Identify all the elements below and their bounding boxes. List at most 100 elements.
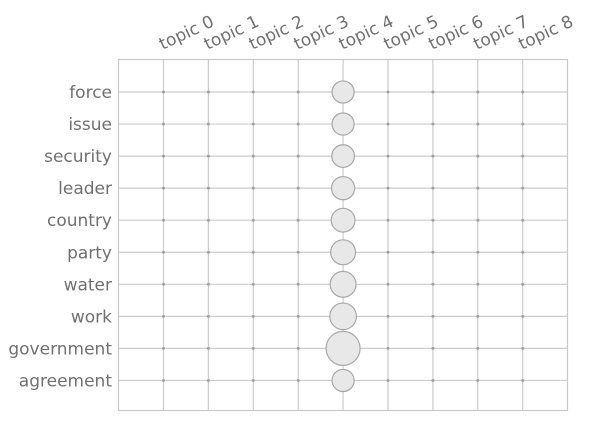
dot-security-1 bbox=[206, 154, 210, 158]
dot-issue-3 bbox=[296, 122, 300, 126]
dot-leader-2 bbox=[251, 186, 255, 190]
bubble-water-4 bbox=[329, 270, 357, 298]
dot-work-0 bbox=[162, 314, 165, 318]
dot-leader-1 bbox=[206, 186, 210, 190]
dot-water-7 bbox=[476, 282, 480, 286]
y-tick-label-6: water bbox=[64, 275, 112, 295]
dot-agreement-3 bbox=[296, 378, 300, 382]
dot-agreement-1 bbox=[206, 378, 210, 382]
dot-issue-1 bbox=[206, 122, 210, 126]
dot-issue-5 bbox=[386, 122, 390, 126]
bubble-work-4 bbox=[329, 302, 357, 331]
dot-government-1 bbox=[206, 346, 210, 350]
y-tick-label-5: party bbox=[67, 243, 112, 263]
dot-leader-0 bbox=[162, 186, 165, 190]
bubble-party-4 bbox=[330, 239, 357, 266]
bubbles bbox=[162, 80, 525, 393]
y-tick-label-8: government bbox=[8, 339, 112, 359]
dot-work-1 bbox=[206, 314, 210, 318]
dot-force-2 bbox=[251, 90, 255, 94]
dot-leader-8 bbox=[521, 186, 525, 190]
dot-force-1 bbox=[206, 90, 210, 94]
bubble-security-4 bbox=[331, 144, 356, 169]
dot-water-0 bbox=[162, 282, 165, 286]
dot-security-2 bbox=[251, 154, 255, 158]
dot-government-6 bbox=[431, 346, 435, 350]
dot-work-3 bbox=[296, 314, 300, 318]
dot-agreement-8 bbox=[521, 378, 525, 382]
dot-leader-5 bbox=[386, 186, 390, 190]
dot-government-3 bbox=[296, 346, 300, 350]
bubble-agreement-4 bbox=[331, 368, 355, 393]
dot-security-5 bbox=[386, 154, 390, 158]
dot-government-2 bbox=[251, 346, 255, 350]
dot-government-8 bbox=[521, 346, 525, 350]
dot-water-6 bbox=[431, 282, 435, 286]
dot-party-6 bbox=[431, 250, 435, 254]
dot-work-7 bbox=[476, 314, 480, 318]
y-tick-labels: force issue security leader country party wate… bbox=[8, 83, 112, 391]
bubble-issue-4 bbox=[331, 112, 355, 136]
dot-issue-0 bbox=[162, 122, 165, 126]
dot-work-2 bbox=[251, 314, 255, 318]
dot-party-1 bbox=[206, 250, 210, 254]
dot-country-3 bbox=[296, 218, 300, 222]
dot-country-6 bbox=[431, 218, 435, 222]
dot-water-1 bbox=[206, 282, 210, 286]
dot-water-3 bbox=[296, 282, 300, 286]
dot-party-2 bbox=[251, 250, 255, 254]
dot-security-8 bbox=[521, 154, 525, 158]
dot-country-8 bbox=[521, 218, 525, 222]
dot-leader-6 bbox=[431, 186, 435, 190]
dot-government-7 bbox=[476, 346, 480, 350]
dot-leader-3 bbox=[296, 186, 300, 190]
y-tick-label-3: leader bbox=[58, 179, 112, 199]
dot-government-5 bbox=[386, 346, 390, 350]
dot-party-0 bbox=[162, 250, 165, 254]
dot-government-0 bbox=[162, 346, 165, 350]
dot-force-3 bbox=[296, 90, 300, 94]
dot-water-8 bbox=[521, 282, 525, 286]
dot-force-8 bbox=[521, 90, 525, 94]
dot-agreement-2 bbox=[251, 378, 255, 382]
dot-party-3 bbox=[296, 250, 300, 254]
bubble-government-4 bbox=[325, 330, 361, 366]
dot-party-8 bbox=[521, 250, 525, 254]
dot-agreement-6 bbox=[431, 378, 435, 382]
dot-issue-2 bbox=[251, 122, 255, 126]
dot-security-6 bbox=[431, 154, 435, 158]
y-tick-label-1: issue bbox=[68, 115, 112, 135]
dot-work-8 bbox=[521, 314, 525, 318]
y-tick-label-2: security bbox=[44, 147, 112, 167]
dot-work-5 bbox=[386, 314, 390, 318]
dot-issue-8 bbox=[521, 122, 525, 126]
dot-water-5 bbox=[386, 282, 390, 286]
dot-country-5 bbox=[386, 218, 390, 222]
dot-water-2 bbox=[251, 282, 255, 286]
y-tick-label-9: agreement bbox=[19, 371, 113, 391]
dot-country-2 bbox=[251, 218, 255, 222]
bubble-country-4 bbox=[330, 207, 356, 233]
dot-work-6 bbox=[431, 314, 435, 318]
dot-party-5 bbox=[386, 250, 390, 254]
dot-force-0 bbox=[162, 90, 165, 94]
bubble-force-4 bbox=[331, 80, 355, 104]
dot-agreement-0 bbox=[162, 378, 165, 382]
dot-country-1 bbox=[206, 218, 210, 222]
dot-security-3 bbox=[296, 154, 300, 158]
vertical-gridlines bbox=[162, 59, 524, 411]
dot-security-0 bbox=[162, 154, 165, 158]
dot-party-7 bbox=[476, 250, 480, 254]
dot-force-6 bbox=[431, 90, 435, 94]
dot-country-0 bbox=[162, 218, 165, 222]
dot-leader-7 bbox=[476, 186, 480, 190]
y-tick-label-4: country bbox=[47, 211, 112, 231]
bubble-leader-4 bbox=[330, 175, 356, 201]
dot-agreement-5 bbox=[386, 378, 390, 382]
dot-security-7 bbox=[476, 154, 480, 158]
y-tick-label-0: force bbox=[69, 83, 112, 103]
dot-force-7 bbox=[476, 90, 480, 94]
